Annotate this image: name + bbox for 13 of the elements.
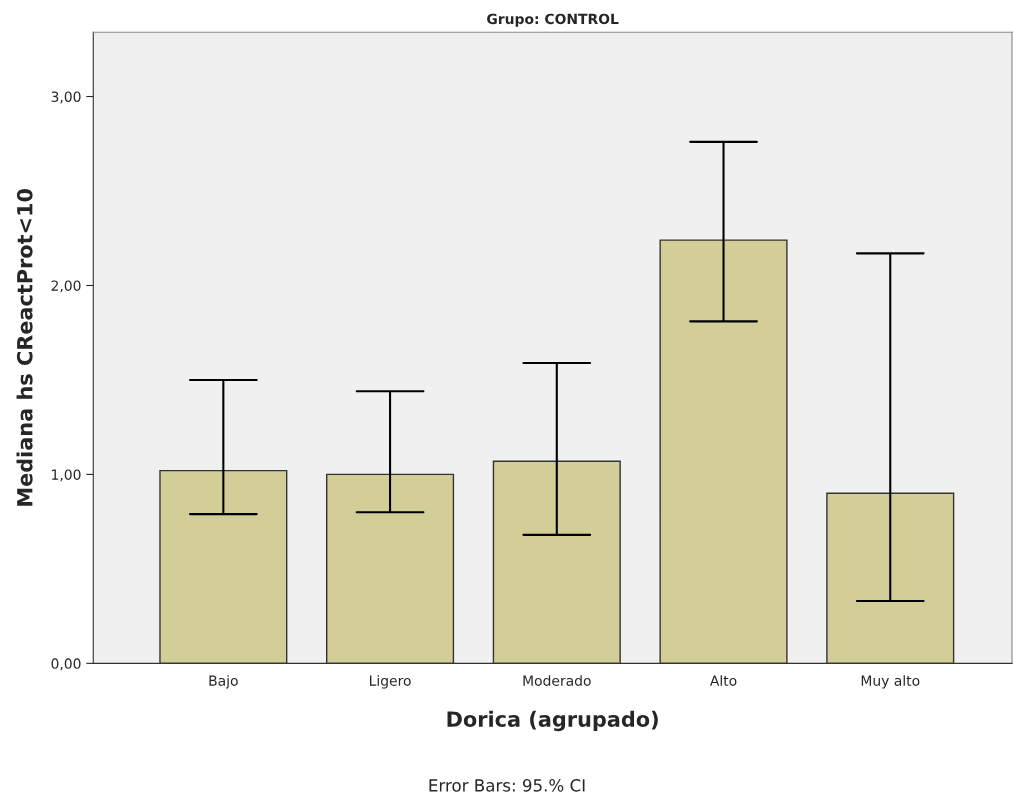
y-tick-label: 0,00	[51, 658, 81, 671]
chart-title: Grupo: CONTROL	[487, 13, 619, 27]
y-tick-label: 2,00	[51, 280, 81, 293]
text: Error Bars: 95.% CI	[429, 779, 585, 792]
x-tick-label: Alto	[709, 675, 737, 686]
y-axis-title: Mediana hs CReactProt<10	[16, 188, 33, 506]
y-tick-label: 1,00	[52, 469, 81, 482]
x-tick-label: Bajo	[209, 675, 238, 689]
x-tick-label: Moderado	[523, 675, 591, 686]
x-tick-label: Muy alto	[861, 675, 920, 689]
y-tick-label: 3,00	[51, 91, 81, 104]
x-axis-title: Dorica (agrupado)	[447, 710, 658, 732]
x-tick-label: Ligero	[370, 675, 411, 689]
